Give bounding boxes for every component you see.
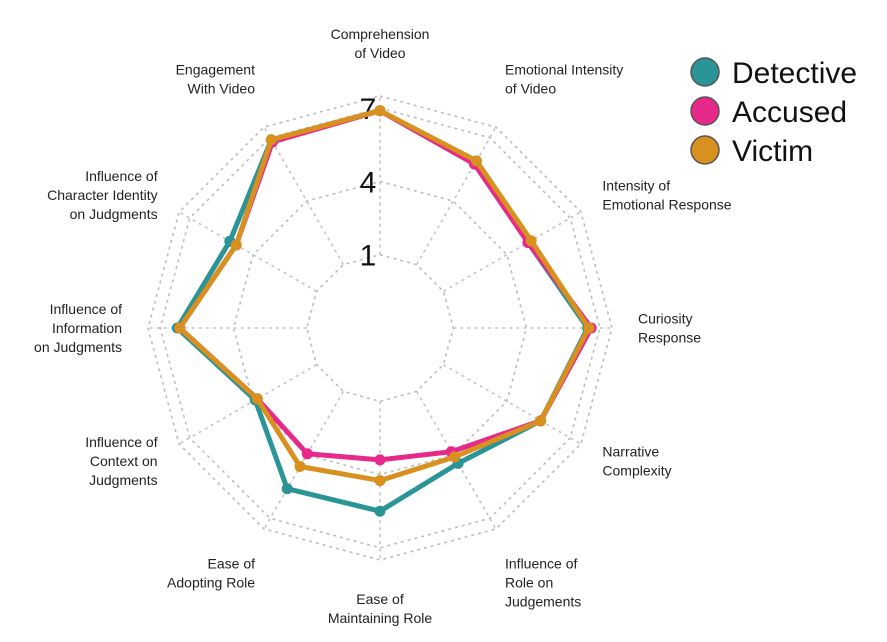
grid-spoke xyxy=(178,211,317,293)
axis-label: Narrative Complexity xyxy=(602,444,671,479)
axis-label-line: Information xyxy=(52,320,122,336)
axis-label: Influence of Role on Judgements xyxy=(505,555,581,609)
grid-spoke xyxy=(263,391,345,530)
data-point xyxy=(265,134,277,146)
series-group xyxy=(171,105,594,517)
axis-label: Emotional Intensity of Video xyxy=(505,62,623,97)
axis-label-line: Complexity xyxy=(602,463,671,479)
axis-label: Intensity of Emotional Response xyxy=(602,178,731,213)
grid-spoke xyxy=(443,363,582,445)
legend-marker xyxy=(690,57,720,87)
axis-label-line: Influence of xyxy=(505,555,577,571)
axis-label: Influence of Character Identity on Judgmen… xyxy=(47,168,158,222)
axis-label-line: Character Identity xyxy=(47,187,158,203)
series-layer xyxy=(171,105,597,517)
axis-label-line: Context on xyxy=(90,453,158,469)
data-point xyxy=(583,322,595,334)
axis-label-line: Curiosity xyxy=(638,311,692,327)
tick-label: 7 xyxy=(360,93,377,126)
data-point xyxy=(535,415,547,427)
data-point xyxy=(374,475,386,487)
grid xyxy=(147,95,613,561)
axis-label: Comprehension of Video xyxy=(331,26,430,61)
series-group xyxy=(174,105,597,466)
axis-label: Ease of Maintaining Role xyxy=(328,591,432,626)
axis-label-line: of Video xyxy=(505,81,556,97)
axis-label-line: Emotional Response xyxy=(602,197,731,213)
axis-label-line: of Video xyxy=(354,45,405,61)
grid-ring xyxy=(232,180,528,476)
axis-label-line: Judgements xyxy=(505,593,581,609)
axis-label: Influence of Information on Judgments xyxy=(34,301,122,355)
legend-label: Victim xyxy=(732,135,813,168)
axis-label-line: Ease of xyxy=(208,555,256,571)
grid-spoke xyxy=(443,211,582,293)
legend-label: Accused xyxy=(732,96,847,129)
data-point xyxy=(174,322,186,334)
axis-label-line: Comprehension xyxy=(331,26,430,42)
axis-label-line: Emotional Intensity xyxy=(505,62,623,78)
axis-label-line: Influence of xyxy=(50,301,122,317)
axis-label: Engagement With Video xyxy=(176,62,256,97)
axis-label-line: Maintaining Role xyxy=(328,610,432,626)
grid-spoke xyxy=(263,126,345,265)
axis-label-line: Role on xyxy=(505,574,553,590)
grid-spoke xyxy=(415,126,497,265)
data-point xyxy=(281,483,293,495)
axis-label-line: Response xyxy=(638,330,701,346)
grid-ring xyxy=(147,95,613,561)
axis-label: Ease of Adopting Role xyxy=(167,555,255,590)
axis-label-line: Engagement xyxy=(176,62,256,78)
data-point xyxy=(294,461,306,472)
legend-marker xyxy=(690,96,720,126)
axis-label-line: on Judgments xyxy=(34,339,122,355)
axis-label-line: Influence of xyxy=(85,168,157,184)
legend-label: Detective xyxy=(732,57,857,90)
axis-label-line: Intensity of xyxy=(602,178,670,194)
grid-spoke xyxy=(178,363,317,445)
axis-label-line: Influence of xyxy=(85,434,157,450)
tick-label: 4 xyxy=(360,166,377,199)
data-point xyxy=(374,505,386,517)
data-point xyxy=(525,235,537,247)
legend-marker xyxy=(690,135,720,165)
data-point xyxy=(251,393,263,405)
axis-label-line: Narrative xyxy=(602,444,659,460)
axis-label-line: on Judgments xyxy=(70,206,158,222)
data-point xyxy=(301,448,313,460)
series-group xyxy=(174,105,595,487)
data-point xyxy=(374,454,386,466)
axis-label: Influence of Context on Judgments xyxy=(85,434,157,488)
axis-label-line: With Video xyxy=(188,81,256,97)
axis-label-line: Judgments xyxy=(89,472,157,488)
axis-label: Curiosity Response xyxy=(638,311,701,346)
tick-label: 1 xyxy=(360,240,377,273)
data-point xyxy=(230,239,242,251)
data-point xyxy=(374,105,386,117)
data-point xyxy=(449,451,460,463)
axis-label-line: Ease of xyxy=(356,591,404,607)
tick-labels: 1 4 7 xyxy=(360,93,377,273)
legend: Detective Accused Victim xyxy=(690,57,857,168)
axis-label-line: Adopting Role xyxy=(167,574,255,590)
data-point xyxy=(471,155,482,167)
series-line xyxy=(177,108,592,484)
grid-ring xyxy=(305,253,455,403)
